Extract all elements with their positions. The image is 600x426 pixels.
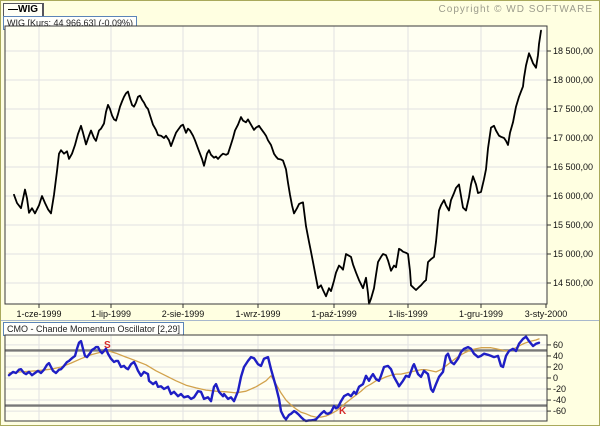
wig-y-axis-label: 15 500,00 (553, 220, 594, 230)
x-axis-label: 1-paź-1999 (311, 309, 357, 319)
x-axis-label: 1-lis-1999 (388, 309, 428, 319)
cmo-y-axis-label: 0 (553, 373, 559, 383)
signal-marker-s: S (104, 340, 111, 351)
wig-y-axis-label: 17 500,00 (553, 104, 594, 114)
x-axis-label: 1-cze-1999 (16, 309, 62, 319)
x-axis-label: 2-sie-1999 (161, 309, 205, 319)
cmo-line (7, 335, 541, 423)
wig-y-axis-label: 16 000,00 (553, 191, 594, 201)
signal-marker-k: K (339, 406, 347, 417)
x-axis-label: 1-gru-1999 (458, 309, 504, 319)
wig-y-axis-label: 14 500,00 (553, 278, 594, 288)
wig-y-axis-label: 15 000,00 (553, 249, 594, 259)
cmo-y-axis-label: -20 (553, 384, 567, 394)
wig-y-axis-label: 17 000,00 (553, 133, 594, 143)
x-axis-label: 1-lip-1999 (90, 309, 132, 319)
wig-line (13, 29, 542, 305)
cmo-y-axis-label: -60 (553, 406, 567, 416)
cmo-y-axis-label: 20 (553, 362, 564, 372)
wig-plot-border (4, 25, 548, 305)
cmo-plot-border (4, 334, 548, 422)
x-axis-label: 1-wrz-1999 (235, 309, 281, 319)
wig-y-axis-label: 18 000,00 (553, 75, 594, 85)
cmo-y-axis-label: 40 (553, 351, 564, 361)
x-axis-label: 3-sty-2000 (524, 309, 568, 319)
wig-legend-button[interactable]: —WIG (3, 3, 44, 18)
cmo-y-axis-label: -40 (553, 395, 567, 405)
wig-y-axis-label: 18 500,00 (553, 46, 594, 56)
signal-line (8, 338, 540, 418)
copyright-text: Copyright © WD SOFTWARE (438, 4, 593, 15)
wig-y-axis-label: 16 500,00 (553, 162, 594, 172)
panel-splitter[interactable] (1, 320, 599, 321)
wig-plot-area (5, 26, 547, 304)
cmo-y-axis-label: 60 (553, 340, 564, 350)
